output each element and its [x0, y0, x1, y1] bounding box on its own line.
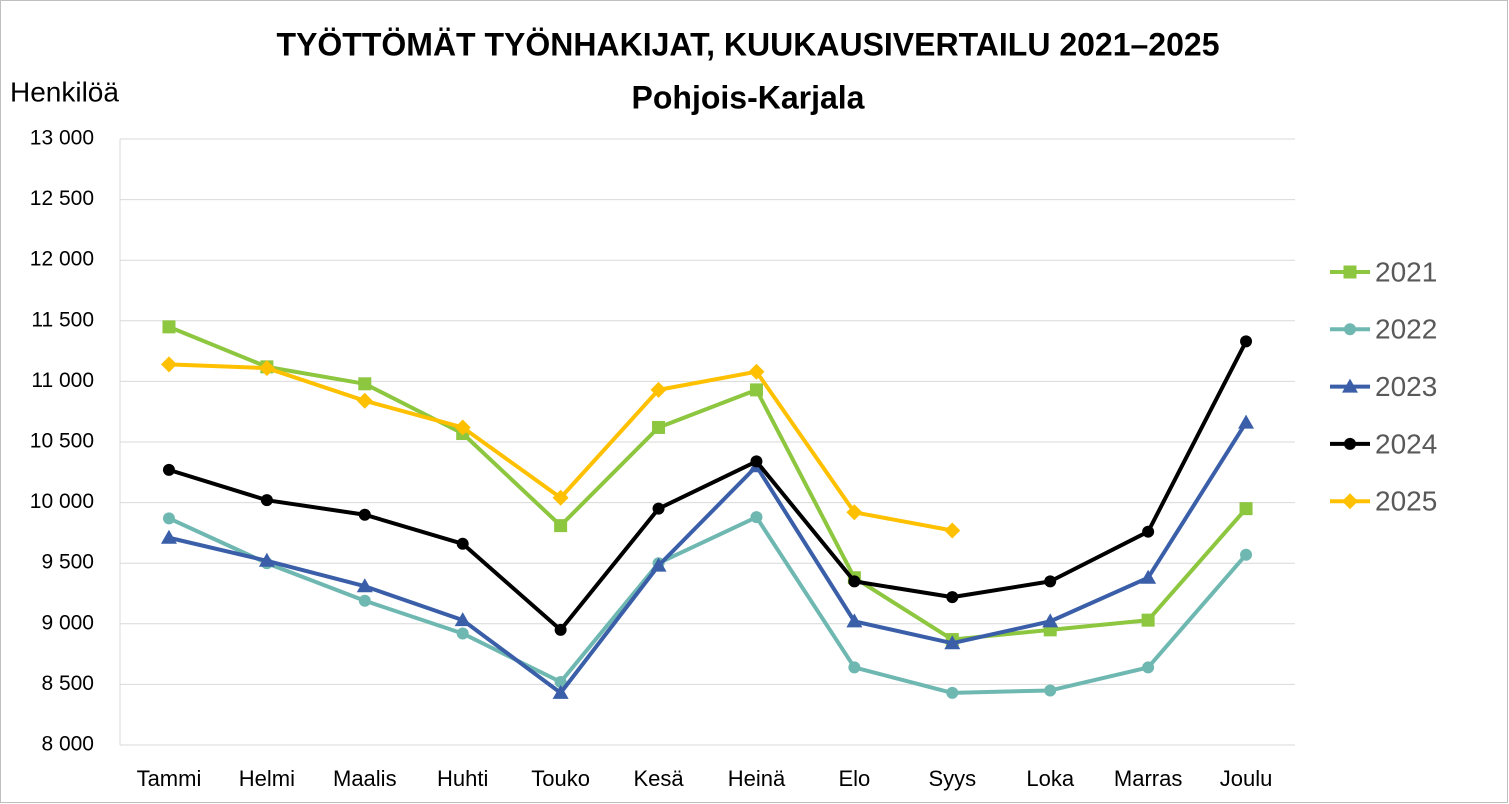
data-point [358, 508, 371, 521]
legend-label: 2025 [1375, 486, 1437, 517]
x-tick-label: Helmi [239, 766, 295, 791]
data-point [652, 502, 665, 515]
y-tick-label: 12 000 [30, 248, 94, 271]
data-point [554, 519, 568, 533]
data-point [554, 623, 567, 636]
data-point [258, 552, 275, 567]
data-point [748, 363, 765, 380]
x-tick-label: Marras [1114, 766, 1182, 791]
y-tick-label: 9 500 [41, 551, 94, 574]
data-point [358, 377, 372, 391]
data-point [456, 537, 469, 550]
data-point [652, 420, 666, 434]
data-point [552, 684, 569, 699]
chart-subtitle: Pohjois-Karjala [632, 79, 865, 115]
legend-marker [1342, 493, 1358, 510]
y-axis-label: Henkilöä [10, 76, 119, 107]
data-point [750, 511, 763, 524]
y-tick-label: 11 000 [31, 369, 94, 392]
data-point [456, 627, 469, 640]
data-point [944, 522, 961, 539]
y-tick-label: 10 500 [30, 430, 94, 453]
data-point [162, 320, 176, 334]
data-point [1140, 569, 1157, 584]
data-point [846, 504, 863, 521]
data-point [356, 392, 373, 409]
legend-label: 2021 [1375, 256, 1437, 287]
data-point [160, 529, 177, 544]
data-point [848, 575, 861, 588]
x-tick-label: Tammi [137, 766, 202, 791]
y-tick-label: 13 000 [30, 127, 94, 150]
data-point [1142, 661, 1155, 674]
data-point [650, 557, 667, 572]
x-tick-label: Touko [531, 766, 590, 791]
x-tick-label: Joulu [1220, 766, 1273, 791]
series-line [168, 325, 1248, 642]
data-point [1044, 684, 1057, 697]
series-line [168, 515, 1248, 695]
legend-marker [1343, 265, 1357, 279]
data-point [1044, 575, 1057, 588]
data-point [1240, 548, 1253, 561]
x-tick-label: Syys [928, 766, 976, 791]
data-point [454, 419, 471, 436]
data-point [750, 455, 763, 468]
legend-label: 2023 [1375, 371, 1437, 402]
data-point [749, 383, 763, 397]
legend-marker [1344, 323, 1356, 336]
data-point [454, 612, 471, 627]
y-tick-label: 8 500 [41, 672, 94, 695]
legend-marker [1344, 437, 1356, 450]
data-point [1239, 502, 1253, 516]
x-tick-label: Kesä [633, 766, 684, 791]
chart-title: TYÖTTÖMÄT TYÖNHAKIJAT, KUUKAUSIVERTAILU … [277, 26, 1220, 62]
data-point [1142, 525, 1155, 538]
data-point [260, 494, 273, 507]
data-point [1141, 613, 1155, 627]
series-line [168, 421, 1248, 695]
data-point [1240, 335, 1253, 348]
data-point [944, 635, 961, 650]
data-point [554, 675, 567, 688]
data-point [162, 512, 175, 525]
y-tick-label: 12 500 [30, 187, 94, 210]
data-point [356, 578, 373, 593]
series-line [168, 340, 1248, 632]
legend-label: 2024 [1375, 428, 1437, 459]
x-tick-label: Heinä [728, 766, 786, 791]
y-tick-label: 9 000 [41, 611, 94, 634]
data-point [946, 591, 959, 604]
data-point [162, 463, 175, 476]
data-point [846, 613, 863, 628]
y-tick-label: 11 500 [31, 308, 94, 331]
y-tick-label: 10 000 [30, 490, 94, 513]
data-point [650, 381, 667, 398]
data-point [848, 661, 861, 674]
data-point [358, 594, 371, 607]
x-tick-label: Elo [838, 766, 870, 791]
data-point [1042, 613, 1059, 628]
x-tick-label: Loka [1026, 766, 1074, 791]
data-point [552, 489, 569, 506]
legend-label: 2022 [1375, 314, 1437, 345]
x-tick-label: Huhti [437, 766, 488, 791]
data-point [160, 356, 177, 373]
x-tick-label: Maalis [333, 766, 397, 791]
y-tick-label: 8 000 [41, 733, 94, 756]
legend-marker [1342, 378, 1358, 393]
data-point [258, 360, 275, 377]
data-point [946, 686, 959, 699]
data-point [1238, 414, 1255, 429]
